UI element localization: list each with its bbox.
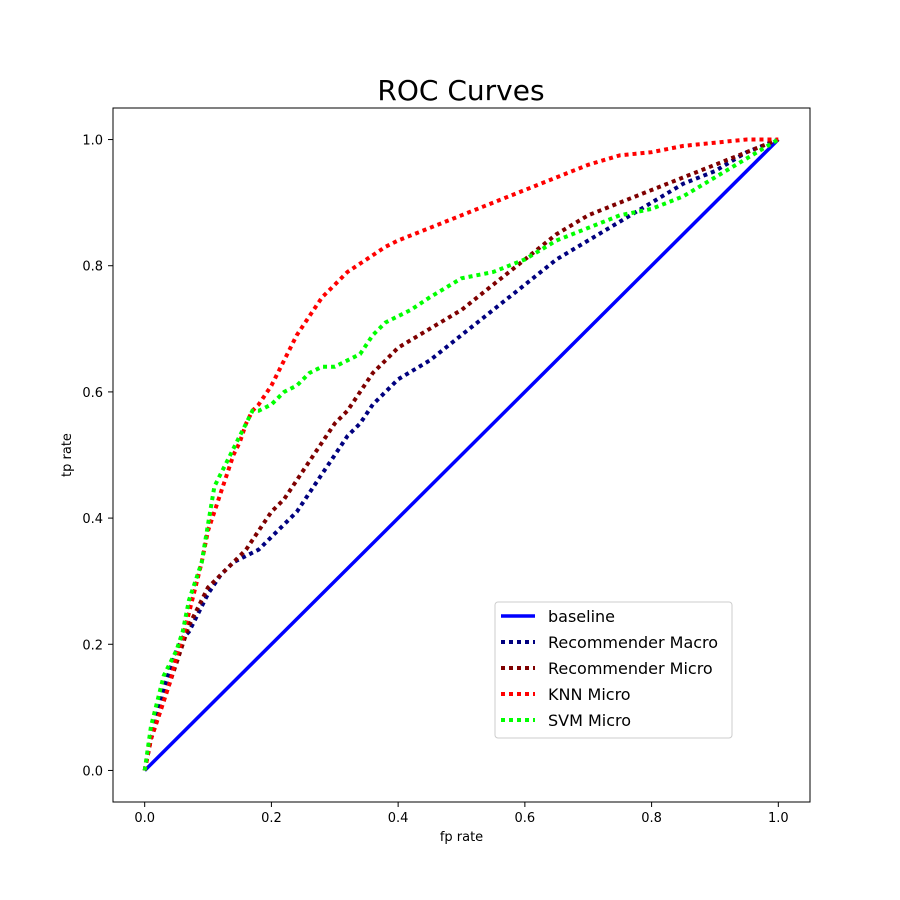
x-axis-label: fp rate — [440, 830, 483, 845]
series-line-baseline — [143, 138, 780, 772]
legend-label: KNN Micro — [548, 685, 631, 704]
series-line-recommender-micro — [142, 137, 780, 771]
x-tick-label: 1.0 — [768, 811, 789, 826]
legend-label: Recommender Macro — [548, 633, 718, 652]
x-tick-label: 0.8 — [641, 811, 662, 826]
x-tick-label: 0.6 — [515, 811, 536, 826]
x-tick-label: 0.0 — [134, 811, 155, 826]
chart-title: ROC Curves — [377, 74, 544, 107]
legend-box — [494, 601, 733, 739]
plot-frame — [112, 107, 811, 803]
legend-label: SVM Micro — [548, 711, 631, 730]
x-tick-label: 0.2 — [261, 811, 282, 826]
legend-label: Recommender Micro — [548, 659, 713, 678]
y-tick-label: 0.8 — [82, 260, 103, 275]
legend-label: baseline — [548, 607, 615, 626]
series-line-svm-micro — [142, 137, 780, 771]
x-tick-label: 0.4 — [388, 811, 409, 826]
y-tick-label: 0.0 — [82, 764, 103, 779]
y-axis-label: tp rate — [60, 433, 75, 477]
y-tick-label: 0.4 — [82, 512, 103, 527]
series-line-knn-micro — [142, 137, 779, 771]
y-tick-label: 0.2 — [82, 638, 103, 653]
y-tick-label: 1.0 — [82, 134, 103, 149]
y-tick-label: 0.6 — [82, 386, 103, 401]
